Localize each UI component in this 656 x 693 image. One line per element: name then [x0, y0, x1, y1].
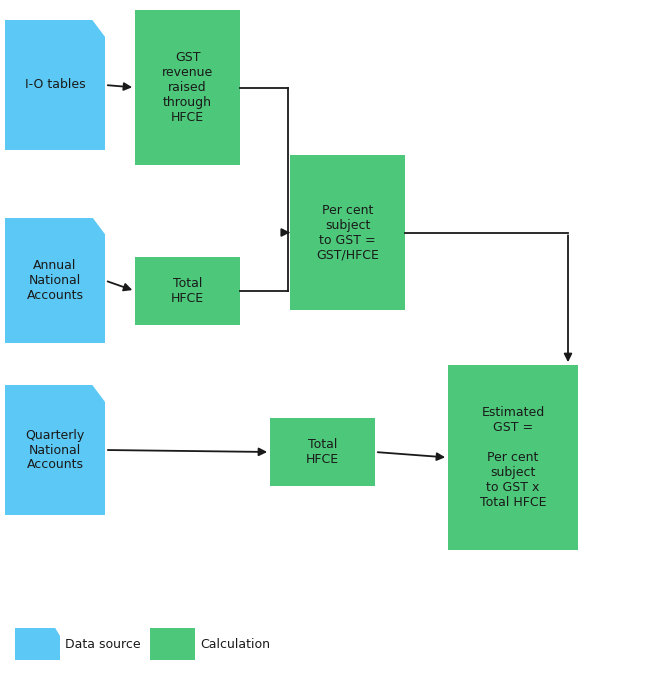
Bar — [135, 257, 240, 325]
Text: Calculation: Calculation — [200, 638, 270, 651]
Polygon shape — [15, 628, 60, 660]
Bar — [448, 365, 578, 550]
Text: GST
revenue
raised
through
HFCE: GST revenue raised through HFCE — [162, 51, 213, 124]
Text: Quarterly
National
Accounts: Quarterly National Accounts — [26, 428, 85, 471]
Text: Estimated
GST =

Per cent
subject
to GST x
Total HFCE: Estimated GST = Per cent subject to GST … — [480, 406, 546, 509]
Text: Annual
National
Accounts: Annual National Accounts — [26, 259, 83, 302]
Bar — [135, 10, 240, 165]
Bar — [290, 155, 405, 310]
Bar — [150, 628, 195, 660]
Text: Per cent
subject
to GST =
GST/HFCE: Per cent subject to GST = GST/HFCE — [316, 204, 379, 261]
Text: Data source: Data source — [65, 638, 140, 651]
Text: Total
HFCE: Total HFCE — [171, 277, 204, 305]
Polygon shape — [5, 385, 105, 515]
Text: Total
HFCE: Total HFCE — [306, 438, 339, 466]
Text: I-O tables: I-O tables — [25, 78, 85, 91]
Polygon shape — [5, 218, 105, 343]
Polygon shape — [5, 20, 105, 150]
Bar — [270, 418, 375, 486]
